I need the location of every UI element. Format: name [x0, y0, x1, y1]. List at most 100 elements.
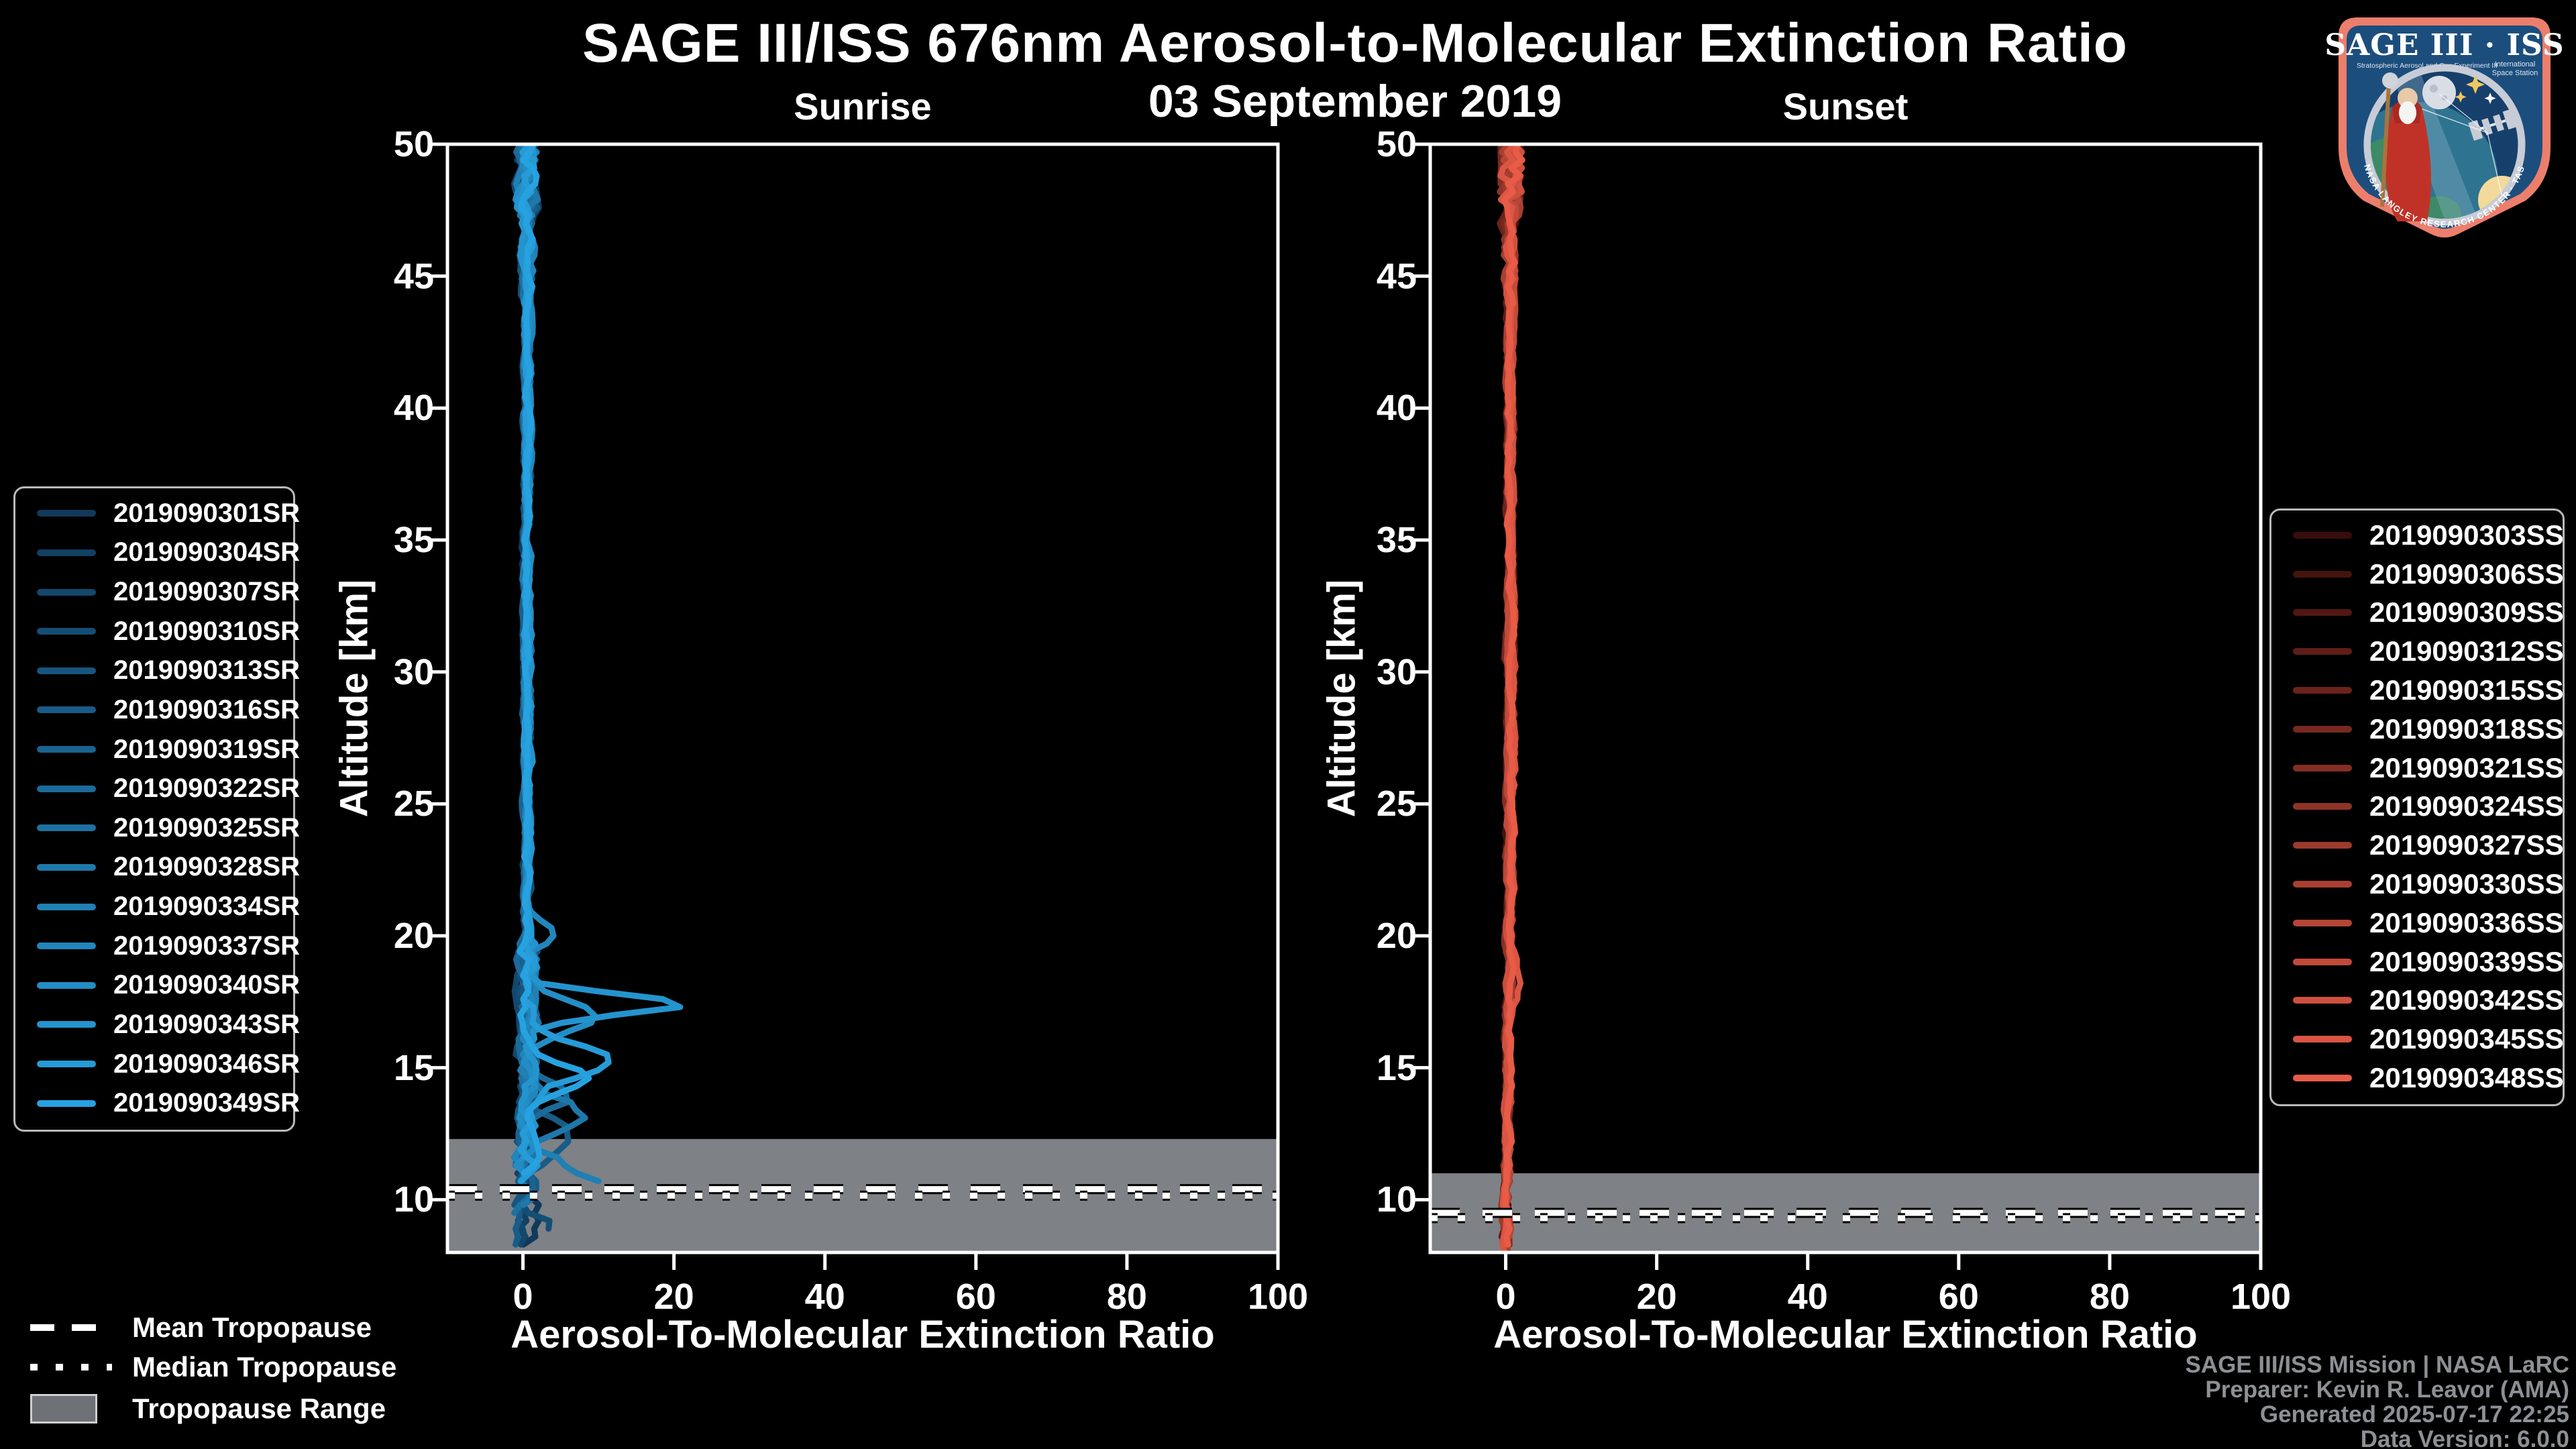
legend-line-swatch — [37, 510, 96, 517]
x-tick-label: 80 — [2089, 1277, 2130, 1317]
y-tick-label: 15 — [1376, 1047, 1417, 1088]
attribution-line: Preparer: Kevin R. Leavor (AMA) — [2205, 1377, 2569, 1403]
legend-label: 2019090330SS — [2369, 868, 2564, 900]
legend-line-swatch — [2293, 1036, 2352, 1043]
legend-label: 2019090322SR — [113, 773, 301, 804]
legend-label: 2019090328SR — [113, 852, 301, 882]
profile-2019090349SR — [517, 144, 592, 1177]
profile-2019090348SS — [1501, 144, 1525, 1248]
logo-title: SAGE III · ISS — [2324, 28, 2564, 62]
legend-line-swatch — [2293, 725, 2352, 733]
legend-label: 2019090337SR — [113, 930, 301, 961]
legend-line-swatch — [37, 1021, 96, 1028]
legend-entry: 2019090327SS — [2271, 826, 2564, 865]
legend-line-swatch — [37, 1061, 96, 1068]
legend-line-swatch — [37, 1099, 96, 1107]
legend-entry: 2019090334SR — [15, 887, 300, 926]
legend-line-swatch — [2293, 1075, 2352, 1082]
legend-label: 2019090315SS — [2369, 674, 2564, 706]
legend-tropopause-range: Tropopause Range — [30, 1393, 386, 1424]
legend-entry: 2019090343SR — [15, 1005, 300, 1044]
legend-label: 2019090309SS — [2369, 596, 2564, 629]
legend-label: 2019090325SR — [113, 812, 301, 843]
legend-line-swatch — [2293, 609, 2352, 616]
legend-entry: 2019090316SR — [15, 690, 300, 730]
legend-entry: 2019090307SR — [15, 572, 300, 612]
dashed-line-swatch — [30, 1324, 112, 1331]
legend-line-swatch — [37, 628, 96, 635]
legend-line-swatch — [37, 824, 96, 832]
attribution-line: SAGE III/ISS Mission | NASA LaRC — [2185, 1352, 2569, 1378]
x-axis-label-sunset: Aerosol-To-Molecular Extinction Ratio — [1493, 1313, 2198, 1356]
legend-label: 2019090307SR — [113, 577, 301, 607]
sunrise-event-legend: 2019090301SR 2019090304SR 2019090307SR 2019… — [13, 486, 300, 1132]
x-tick-label: 40 — [804, 1277, 845, 1317]
y-tick-label: 20 — [393, 916, 434, 956]
x-tick-label: 100 — [1247, 1277, 1309, 1317]
legend-label: 2019090334SR — [113, 892, 301, 922]
logo-subtitle-right-1: International — [2495, 60, 2536, 68]
legend-entry: 2019090312SS — [2271, 632, 2564, 671]
legend-label: 2019090336SS — [2369, 906, 2564, 938]
legend-entry: 2019090342SS — [2271, 981, 2564, 1020]
y-tick-label: 30 — [393, 651, 434, 692]
x-tick-label: 80 — [1106, 1277, 1147, 1317]
legend-line-swatch — [2293, 919, 2352, 926]
x-axis-label-sunrise: Aerosol-To-Molecular Extinction Ratio — [511, 1313, 1215, 1356]
legend-label: 2019090319SR — [113, 734, 301, 764]
legend-entry: 2019090315SS — [2271, 671, 2564, 710]
legend-entry: 2019090349SR — [15, 1083, 300, 1123]
panel-title-sunset: Sunset — [1782, 85, 1909, 127]
legend-line-swatch — [37, 981, 96, 989]
logo-moon — [2422, 76, 2456, 109]
legend-entry: 2019090306SS — [2271, 555, 2564, 594]
y-tick-label: 45 — [393, 256, 434, 297]
y-tick-label: 20 — [1376, 916, 1417, 956]
legend-entry: 2019090340SR — [15, 966, 300, 1006]
legend-entry: 2019090345SS — [2271, 1020, 2564, 1059]
x-tick-label: 100 — [2230, 1277, 2292, 1317]
legend-entry: 2019090322SR — [15, 769, 300, 808]
y-tick-label: 40 — [393, 388, 434, 429]
x-tick-label: 40 — [1787, 1277, 1828, 1317]
legend-entry: 2019090348SS — [2271, 1059, 2564, 1097]
legend-entry: 2019090304SR — [15, 533, 300, 573]
panel-title-sunrise: Sunrise — [794, 85, 932, 127]
logo-sight-lines — [2413, 93, 2503, 198]
legend-line-swatch — [2293, 997, 2352, 1004]
legend-line-swatch — [2293, 764, 2352, 771]
legend-mean-tropopause: Mean Tropopause — [30, 1311, 372, 1343]
y-tick-label: 35 — [1376, 520, 1417, 560]
legend-label: 2019090310SR — [113, 616, 301, 646]
legend-entry: 2019090310SR — [15, 612, 300, 651]
legend-line-swatch — [37, 785, 96, 792]
legend-label: Tropopause Range — [132, 1393, 386, 1424]
x-tick-label: 20 — [653, 1277, 694, 1317]
legend-line-swatch — [2293, 958, 2352, 965]
x-tick-label: 0 — [1495, 1277, 1516, 1317]
legend-entry: 2019090319SR — [15, 730, 300, 769]
legend-entry: 2019090301SR — [15, 494, 300, 533]
legend-line-swatch — [37, 943, 96, 950]
plot-spine — [445, 142, 1280, 1254]
legend-entry: 2019090313SR — [15, 651, 300, 691]
legend-line-swatch — [37, 746, 96, 753]
legend-entry: 2019090336SS — [2271, 904, 2564, 943]
legend-label: 2019090318SS — [2369, 712, 2564, 745]
y-tick-label: 25 — [1376, 784, 1417, 824]
legend-line-swatch — [37, 588, 96, 596]
legend-entry: 2019090324SS — [2271, 788, 2564, 826]
sunset-event-legend: 2019090303SS 2019090306SS 2019090309SS 2019… — [2269, 508, 2565, 1106]
legend-line-swatch — [2293, 687, 2352, 694]
legend-entry: 2019090330SS — [2271, 865, 2564, 904]
y-tick-label: 50 — [1376, 124, 1417, 164]
legend-entry: 2019090328SR — [15, 848, 300, 888]
legend-entry: 2019090303SS — [2271, 516, 2564, 555]
legend-label: 2019090348SS — [2369, 1062, 2564, 1094]
legend-line-swatch — [37, 706, 96, 714]
logo-subtitle-right-2: Space Station — [2492, 69, 2538, 77]
legend-label: 2019090304SR — [113, 537, 301, 568]
legend-label: 2019090312SS — [2369, 635, 2564, 667]
